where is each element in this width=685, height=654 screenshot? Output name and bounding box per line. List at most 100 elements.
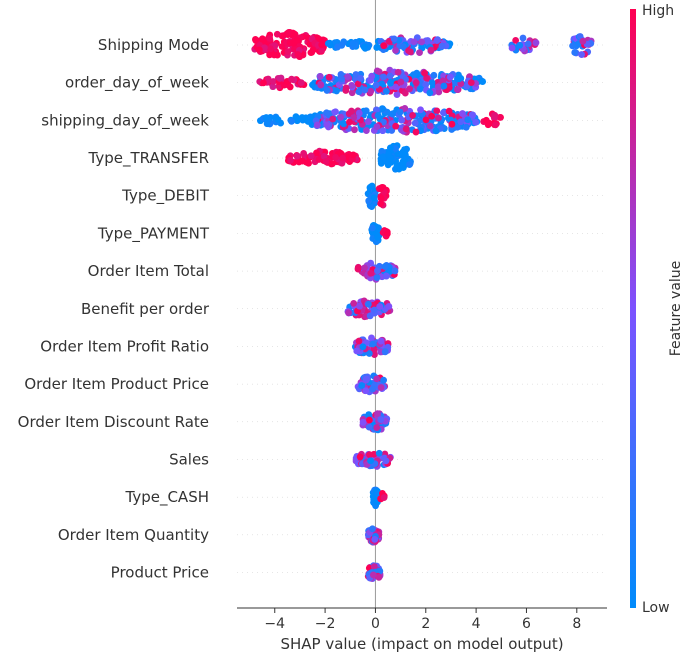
x-ticks: −4 −2 0 2 4 6 8: [264, 608, 581, 632]
shap-point: [260, 79, 267, 87]
shap-point: [380, 42, 388, 50]
shap-point: [369, 340, 377, 348]
shap-point: [361, 86, 369, 94]
shap-point: [326, 39, 334, 47]
shap-point: [469, 111, 477, 119]
shap-point: [322, 158, 330, 165]
feature-label: Order Item Product Price: [24, 375, 209, 393]
shap-point: [256, 46, 263, 54]
feature-label: Order Item Total: [88, 262, 209, 280]
shap-point: [435, 114, 442, 122]
shap-point: [373, 123, 381, 131]
shap-point: [496, 113, 504, 121]
shap-point: [364, 300, 372, 308]
shap-point: [379, 153, 387, 161]
shap-point: [266, 51, 274, 59]
shap-point: [340, 120, 348, 128]
shap-point: [325, 73, 333, 81]
shap-point: [290, 30, 298, 38]
shap-point: [350, 114, 358, 121]
shap-point: [412, 79, 420, 87]
shap-point: [516, 41, 524, 49]
shap-point: [359, 343, 367, 351]
shap-point: [362, 127, 370, 134]
shap-point: [402, 125, 410, 133]
shap-point: [351, 126, 358, 134]
feature-label: Order Item Quantity: [58, 526, 209, 544]
shap-point: [358, 382, 366, 389]
feature-label: Type_CASH: [125, 488, 210, 507]
shap-point: [348, 107, 355, 115]
shap-point: [385, 151, 392, 158]
shap-point: [269, 78, 277, 85]
shap-point: [371, 535, 379, 543]
shap-point: [368, 224, 376, 232]
shap-point: [426, 122, 434, 130]
shap-point: [338, 159, 346, 167]
shap-point: [397, 78, 405, 86]
shap-point: [430, 71, 438, 79]
shap-point: [406, 161, 413, 168]
shap-point: [297, 79, 305, 87]
shap-point: [386, 72, 394, 80]
shap-point: [366, 416, 373, 424]
colorbar: High Low Feature value: [630, 3, 684, 616]
shap-point: [382, 457, 390, 465]
shap-point: [369, 385, 376, 393]
shap-point: [375, 449, 383, 457]
shap-point: [316, 72, 324, 80]
shap-point: [418, 44, 425, 51]
shap-point: [344, 73, 352, 81]
shap-point: [370, 194, 378, 202]
shap-point: [333, 87, 340, 95]
shap-point: [307, 152, 315, 160]
feature-label: Order Item Discount Rate: [18, 413, 209, 431]
shap-point: [380, 494, 388, 501]
x-tick-label: 4: [472, 616, 481, 632]
feature-label: Order Item Profit Ratio: [40, 337, 209, 355]
shap-point: [373, 106, 380, 114]
shap-point: [287, 156, 294, 164]
shap-point: [392, 83, 400, 91]
shap-point: [313, 149, 320, 157]
shap-point: [383, 272, 390, 280]
shap-point: [365, 350, 373, 357]
shap-point: [380, 73, 387, 81]
shap-point: [361, 264, 368, 272]
shap-point: [374, 112, 382, 119]
x-tick-label: −2: [315, 616, 336, 632]
shap-point: [433, 107, 441, 115]
shap-point: [373, 424, 381, 431]
shap-point: [360, 43, 368, 51]
shap-point: [448, 120, 456, 128]
shap-point: [369, 571, 377, 579]
shap-point: [382, 87, 390, 95]
shap-point: [428, 79, 436, 87]
shap-point: [356, 302, 363, 310]
shap-point: [410, 38, 418, 46]
shap-point: [364, 118, 372, 125]
shap-point: [432, 127, 440, 135]
shap-point: [348, 81, 356, 89]
shap-point: [320, 152, 328, 160]
shap-point: [350, 299, 358, 307]
shap-point: [381, 263, 389, 270]
shap-point: [290, 39, 298, 47]
x-tick-label: 8: [572, 616, 581, 632]
colorbar-low-label: Low: [642, 600, 670, 616]
shap-point: [462, 123, 470, 131]
shap-point: [482, 116, 490, 124]
shap-point: [342, 87, 350, 94]
shap-point: [274, 51, 281, 59]
shap-point: [406, 85, 414, 93]
shap-point: [400, 150, 408, 158]
shap-point: [374, 267, 381, 275]
x-tick-label: −4: [264, 616, 285, 632]
shap-point: [354, 80, 362, 88]
shap-point: [392, 145, 399, 152]
shap-point: [355, 337, 363, 345]
shap-point: [445, 107, 453, 115]
shap-point: [269, 83, 277, 91]
shap-point: [292, 113, 300, 121]
shap-point: [380, 376, 387, 384]
